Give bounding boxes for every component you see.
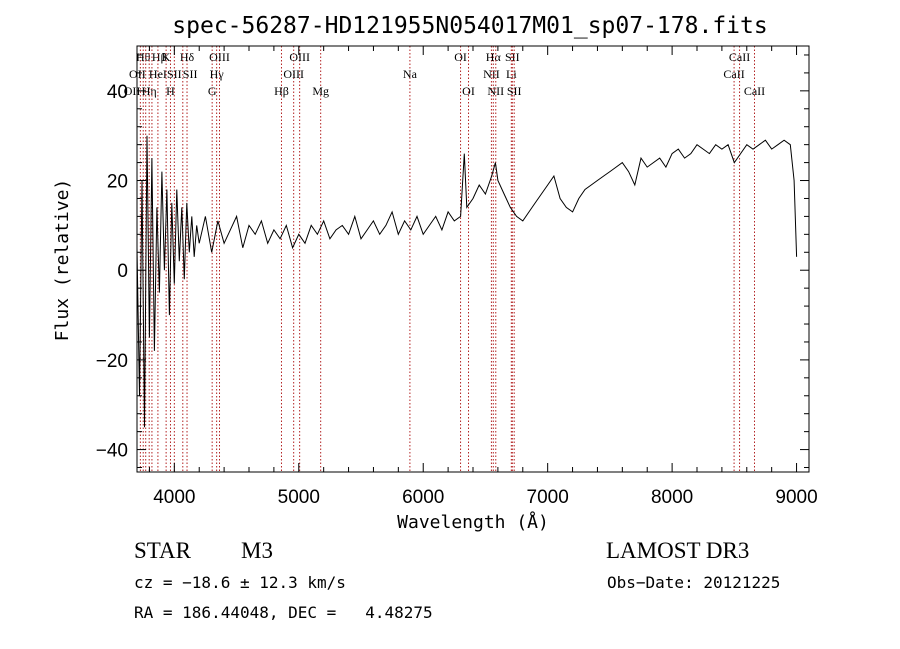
spectral-line-label: Hδ xyxy=(180,50,195,64)
spectral-line-label: Hα xyxy=(486,50,502,64)
object-subclass: M3 xyxy=(241,538,273,563)
obs-date-text: Obs−Date: 20121225 xyxy=(607,573,781,592)
spectral-line-label: SII xyxy=(505,50,520,64)
spectral-line-label: HeI xyxy=(149,67,167,81)
spectral-line-label: Na xyxy=(403,67,418,81)
spectral-line-label: H xyxy=(166,84,175,98)
spectral-line-label: SII xyxy=(507,84,522,98)
spectral-line-label: OI xyxy=(462,84,475,98)
spectral-line-label: NII xyxy=(483,67,500,81)
y-axis-label: Flux (relative) xyxy=(52,179,73,342)
plot-frame xyxy=(136,45,810,473)
spectral-line-label: NII xyxy=(487,84,504,98)
spectral-line-label: K xyxy=(162,50,171,64)
spectral-line-label: OI xyxy=(454,50,467,64)
x-tick-label: 7000 xyxy=(527,487,569,508)
x-axis-label: Wavelength (Å) xyxy=(397,511,549,533)
object-class: STAR xyxy=(134,538,191,563)
survey-label: LAMOST DR3 xyxy=(606,538,750,563)
spectral-line-label: Hγ xyxy=(210,67,225,81)
spectral-line-label: OIII xyxy=(283,67,304,81)
chart-title: spec-56287-HD121955N054017M01_sp07-178.f… xyxy=(172,13,767,39)
y-tick-label: −40 xyxy=(96,441,128,462)
coordinates-text: RA = 186.44048, DEC = 4.48275 xyxy=(134,603,433,622)
x-tick-label: 4000 xyxy=(153,487,195,508)
spectral-line-label: CaII xyxy=(729,50,750,64)
y-tick-label: 40 xyxy=(107,82,128,103)
spectral-line-label: SII xyxy=(183,67,198,81)
spectral-line-label: Hβ xyxy=(274,84,289,98)
spectral-line-label: OIII xyxy=(289,50,310,64)
x-tick-label: 8000 xyxy=(651,487,693,508)
spectral-line-label: G xyxy=(208,84,217,98)
x-tick-label: 9000 xyxy=(775,487,817,508)
y-tick-label: −20 xyxy=(96,351,128,372)
x-tick-label: 5000 xyxy=(278,487,320,508)
redshift-text: cz = −18.6 ± 12.3 km/s xyxy=(134,573,346,592)
spectral-line-label: OIII xyxy=(209,50,230,64)
spectral-line-label: SII xyxy=(167,67,182,81)
y-tick-label: 20 xyxy=(107,172,128,193)
spectral-line-label: Mg xyxy=(312,84,329,98)
spectrum-trace xyxy=(136,135,798,428)
spectral-line-label: Li xyxy=(506,67,517,81)
spectral-line-label: Hθ xyxy=(136,50,151,64)
spectral-line-label: Hβ xyxy=(152,50,167,64)
spectral-line-label: CaII xyxy=(744,84,765,98)
spectral-line-label: Hη xyxy=(142,84,157,98)
x-tick-label: 6000 xyxy=(402,487,444,508)
y-tick-label: 0 xyxy=(117,261,128,282)
spectral-line-label: CaII xyxy=(723,67,744,81)
spectral-line-label: OII xyxy=(124,84,141,98)
